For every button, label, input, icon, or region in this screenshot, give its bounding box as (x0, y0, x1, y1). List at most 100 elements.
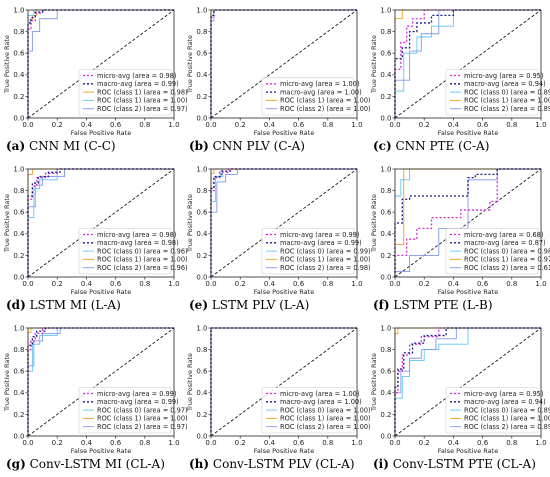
panel-caption-letter: (h) (189, 457, 210, 471)
x-tick-label: 0.4 (448, 439, 460, 447)
y-tick-label: 0.2 (380, 93, 391, 101)
roc-curve-class0 (27, 327, 174, 436)
legend-entry: macro-avg (area = 0.87) (464, 239, 546, 247)
legend-entry: ROC (class 1) (area = 0.98) (97, 88, 188, 96)
y-tick-label: 1.0 (196, 165, 207, 173)
legend-box (261, 387, 355, 434)
roc-curve-macro (27, 9, 174, 118)
legend-box (261, 77, 355, 116)
y-tick-label: 0.6 (13, 209, 25, 217)
legend-box (78, 69, 172, 116)
y-tick-label: 0.4 (13, 230, 25, 238)
legend-entry: ROC (class 2) (area = 0.98) (280, 264, 371, 272)
roc-panel: 0.0 0.2 0.4 0.6 0.8 1.0 0.0 0.2 0.4 0.6 0.8 1.0 Fals… (367, 318, 550, 477)
y-tick-label: 0.2 (380, 411, 391, 419)
x-tick-label: 0.4 (448, 280, 460, 288)
y-tick-label: 0.8 (380, 28, 391, 36)
legend-entry: ROC (class 2) (area = 0.97) (97, 423, 188, 431)
x-axis-label: False Positive Rate (254, 447, 314, 455)
y-tick-label: 0.2 (196, 252, 207, 260)
legend-entry: ROC (class 1) (area = 1.00) (464, 97, 550, 105)
panel-caption-text: LSTM PLV (L-A) (208, 298, 310, 312)
y-tick-label: 1.0 (196, 324, 207, 332)
x-tick-label: 1.0 (168, 280, 179, 288)
legend-entry: ROC (class 0) (area = 0.89) (464, 88, 550, 96)
roc-curve-class0 (394, 327, 541, 436)
y-tick-label: 1.0 (380, 324, 391, 332)
x-tick-label: 1.0 (535, 280, 546, 288)
roc-curve-macro (27, 327, 174, 436)
y-tick-label: 0.2 (380, 252, 391, 260)
panel-caption-letter: (e) (189, 298, 208, 312)
x-tick-label: 0.2 (235, 121, 246, 129)
y-tick-label: 0.4 (196, 71, 208, 79)
x-tick-label: 0.4 (264, 280, 276, 288)
legend-entry: ROC (class 1) (area = 0.97) (464, 256, 550, 264)
legend-entry: ROC (class 2) (area = 0.97) (97, 105, 188, 113)
x-tick-label: 0.0 (22, 439, 33, 447)
y-axis-label: True Positive Rate (370, 194, 378, 253)
panel-caption-text: Conv-LSTM MI (CL-A) (25, 457, 165, 471)
plot-frame (394, 168, 542, 278)
plot-frame (394, 327, 542, 437)
y-axis-label: True Positive Rate (370, 35, 378, 94)
x-tick-label: 0.6 (110, 439, 122, 447)
y-tick-label: 0.2 (196, 93, 207, 101)
legend-entry: ROC (class 0) (area = 1.00) (280, 406, 371, 414)
y-tick-label: 0.6 (196, 209, 208, 217)
roc-curve-micro (394, 9, 541, 118)
y-tick-label: 1.0 (13, 165, 24, 173)
chance-diagonal-line (27, 327, 175, 437)
legend-box (78, 228, 172, 275)
y-tick-label: 0.4 (380, 230, 392, 238)
x-tick-label: 0.6 (477, 280, 489, 288)
panel-caption-text: Conv-LSTM PLV (CL-A) (209, 457, 355, 471)
roc-chart: 0.0 0.2 0.4 0.6 0.8 1.0 0.0 0.2 0.4 0.6 0.8 1.0 Fals… (370, 324, 550, 455)
x-tick-label: 0.6 (110, 121, 122, 129)
legend-entry: macro-avg (area = 1.00) (280, 398, 362, 406)
x-tick-label: 0.6 (293, 439, 305, 447)
panel-caption-text: Conv-LSTM PTE (CL-A) (388, 457, 536, 471)
y-tick-label: 0.4 (196, 389, 208, 397)
y-tick-label: 0.4 (380, 71, 392, 79)
plot-frame (210, 168, 358, 278)
roc-chart: 0.0 0.2 0.4 0.6 0.8 1.0 0.0 0.2 0.4 0.6 0.8 1.0 Fals… (3, 6, 188, 137)
x-tick-label: 0.8 (506, 439, 517, 447)
x-tick-label: 0.6 (477, 121, 489, 129)
x-tick-label: 0.6 (477, 439, 489, 447)
x-tick-label: 0.0 (389, 280, 400, 288)
x-tick-label: 0.4 (81, 280, 93, 288)
plot-frame (27, 327, 175, 437)
x-tick-label: 0.4 (264, 121, 276, 129)
y-tick-label: 0.0 (13, 273, 24, 281)
x-tick-label: 0.6 (293, 121, 305, 129)
x-axis-label: False Positive Rate (438, 447, 498, 455)
y-tick-label: 0.2 (13, 93, 24, 101)
x-tick-label: 0.8 (506, 121, 517, 129)
y-tick-label: 0.0 (13, 114, 24, 122)
panel-caption-letter: (c) (373, 139, 392, 153)
legend-entry: ROC (class 1) (area = 1.00) (97, 415, 188, 423)
roc-curve-class2 (394, 9, 541, 118)
legend-entry: micro-avg (area = 0.99) (280, 231, 359, 239)
legend-entry: ROC (class 0) (area = 0.89) (464, 406, 550, 414)
x-tick-label: 0.2 (419, 439, 430, 447)
x-tick-label: 0.0 (205, 280, 216, 288)
legend-box (261, 228, 355, 275)
panel-caption-letter: (i) (373, 457, 389, 471)
panel-caption: (e) LSTM PLV (L-A) (189, 298, 365, 312)
x-tick-label: 0.2 (235, 439, 246, 447)
roc-panel: 0.0 0.2 0.4 0.6 0.8 1.0 0.0 0.2 0.4 0.6 0.8 1.0 Fals… (367, 0, 550, 159)
x-axis-label: False Positive Rate (438, 129, 498, 137)
roc-curve-macro (27, 168, 174, 277)
legend-entry: macro-avg (area = 0.99) (280, 239, 362, 247)
y-tick-label: 0.8 (13, 187, 24, 195)
x-tick-label: 0.2 (419, 121, 430, 129)
roc-panel: 0.0 0.2 0.4 0.6 0.8 1.0 0.0 0.2 0.4 0.6 0.8 1.0 Fals… (183, 159, 371, 318)
legend-entry: micro-avg (area = 1.00) (280, 390, 359, 398)
x-tick-label: 0.4 (448, 121, 460, 129)
chance-diagonal-line (210, 9, 358, 119)
chance-diagonal-line (27, 9, 175, 119)
panel-caption: (d) LSTM MI (L-A) (6, 298, 182, 312)
y-tick-label: 0.6 (380, 50, 392, 58)
